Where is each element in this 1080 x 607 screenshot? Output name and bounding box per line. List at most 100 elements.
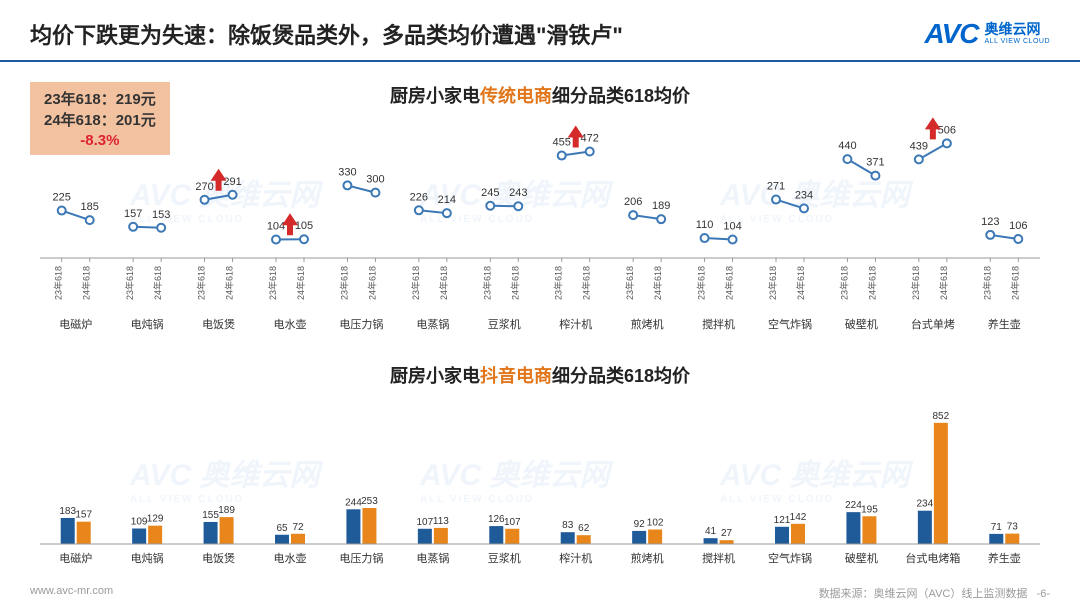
- svg-text:24年618: 24年618: [81, 266, 92, 300]
- svg-text:破壁机: 破壁机: [845, 551, 878, 565]
- svg-text:搅拌机: 搅拌机: [702, 317, 735, 331]
- chart2-svg: 183157电磁炉109129电炖锅155189电饭煲6572电水壶244253…: [30, 388, 1050, 588]
- svg-text:电水壶: 电水壶: [274, 551, 307, 565]
- svg-text:245: 245: [481, 187, 499, 199]
- svg-text:109: 109: [131, 516, 148, 527]
- chart1-title: 厨房小家电传统电商细分品类618均价: [30, 82, 1050, 108]
- svg-text:24年618: 24年618: [366, 266, 377, 300]
- svg-text:煎烤机: 煎烤机: [631, 551, 664, 565]
- brand-logo: AVC 奥维云网 ALL VIEW CLOUD: [924, 18, 1050, 50]
- svg-text:23年618: 23年618: [196, 266, 207, 300]
- svg-text:23年618: 23年618: [410, 266, 421, 300]
- svg-text:224: 224: [845, 500, 862, 511]
- svg-text:23年618: 23年618: [124, 266, 135, 300]
- page-title: 均价下跌更为失速：除饭煲品类外，多品类均价遭遇"滑铁卢": [30, 18, 623, 50]
- chart1-svg: 225 185 23年618 24年618 电磁炉 157 153 23年618 24年618 电…: [30, 112, 1050, 362]
- svg-text:371: 371: [866, 157, 884, 169]
- svg-text:157: 157: [75, 510, 92, 521]
- svg-text:电压力锅: 电压力锅: [339, 552, 383, 565]
- svg-text:榨汁机: 榨汁机: [559, 551, 592, 565]
- svg-text:电炖锅: 电炖锅: [131, 552, 164, 565]
- svg-text:电炖锅: 电炖锅: [131, 318, 164, 331]
- svg-text:24年618: 24年618: [224, 266, 235, 300]
- svg-text:24年618: 24年618: [509, 266, 520, 300]
- chart1-title-post: 细分品类618均价: [552, 86, 690, 106]
- svg-text:330: 330: [338, 166, 356, 178]
- svg-text:破壁机: 破壁机: [845, 317, 878, 331]
- svg-text:搅拌机: 搅拌机: [702, 551, 735, 565]
- svg-text:439: 439: [910, 140, 928, 152]
- svg-text:253: 253: [361, 496, 378, 507]
- chart2-title-accent: 抖音电商: [480, 366, 552, 386]
- svg-text:271: 271: [767, 181, 785, 193]
- svg-text:244: 244: [345, 497, 362, 508]
- svg-text:225: 225: [53, 192, 71, 204]
- svg-text:台式电烤箱: 台式电烤箱: [905, 551, 960, 565]
- svg-text:24年618: 24年618: [866, 266, 877, 300]
- svg-text:24年618: 24年618: [295, 266, 306, 300]
- svg-text:157: 157: [124, 208, 142, 220]
- svg-text:206: 206: [624, 196, 642, 208]
- svg-text:电磁炉: 电磁炉: [59, 318, 92, 331]
- chart-douyin: 厨房小家电抖音电商细分品类618均价 183157电磁炉109129电炖锅155…: [30, 362, 1050, 593]
- svg-text:23年618: 23年618: [267, 266, 278, 300]
- svg-text:24年618: 24年618: [724, 266, 735, 300]
- svg-text:852: 852: [933, 411, 950, 422]
- svg-text:23年618: 23年618: [767, 266, 778, 300]
- svg-text:23年618: 23年618: [338, 266, 349, 300]
- svg-text:养生壶: 养生壶: [988, 317, 1021, 331]
- svg-text:电饭煲: 电饭煲: [202, 552, 235, 565]
- svg-text:472: 472: [581, 132, 599, 144]
- svg-text:506: 506: [938, 124, 956, 136]
- svg-text:23年618: 23年618: [981, 266, 992, 300]
- svg-text:电饭煲: 电饭煲: [202, 318, 235, 331]
- svg-text:106: 106: [1009, 220, 1027, 232]
- svg-text:电水壶: 电水壶: [274, 317, 307, 331]
- svg-text:104: 104: [267, 220, 285, 232]
- svg-text:291: 291: [223, 176, 241, 188]
- svg-text:234: 234: [917, 499, 934, 510]
- svg-text:豆浆机: 豆浆机: [488, 551, 521, 565]
- svg-text:214: 214: [438, 194, 456, 206]
- svg-text:189: 189: [218, 505, 235, 516]
- svg-text:榨汁机: 榨汁机: [559, 317, 592, 331]
- svg-text:104: 104: [723, 220, 741, 232]
- svg-text:243: 243: [509, 187, 527, 199]
- svg-text:71: 71: [991, 522, 1003, 533]
- svg-text:185: 185: [81, 201, 99, 213]
- svg-text:92: 92: [634, 519, 646, 530]
- svg-text:234: 234: [795, 189, 813, 201]
- svg-text:24年618: 24年618: [438, 266, 449, 300]
- svg-text:24年618: 24年618: [1009, 266, 1020, 300]
- svg-text:270: 270: [195, 181, 213, 193]
- svg-text:72: 72: [292, 522, 304, 533]
- svg-text:23年618: 23年618: [624, 266, 635, 300]
- svg-text:102: 102: [647, 517, 664, 528]
- svg-text:153: 153: [152, 209, 170, 221]
- chart2-title-pre: 厨房小家电: [390, 366, 480, 386]
- svg-text:440: 440: [838, 140, 856, 152]
- chart2-title-post: 细分品类618均价: [552, 366, 690, 386]
- svg-text:台式单烤: 台式单烤: [911, 317, 955, 331]
- footer-url: www.avc-mr.com: [30, 585, 113, 601]
- svg-text:煎烤机: 煎烤机: [631, 317, 664, 331]
- svg-text:195: 195: [861, 504, 878, 515]
- svg-text:豆浆机: 豆浆机: [488, 317, 521, 331]
- svg-text:24年618: 24年618: [152, 266, 163, 300]
- svg-text:142: 142: [790, 512, 807, 523]
- svg-text:电蒸锅: 电蒸锅: [416, 552, 449, 565]
- svg-text:24年618: 24年618: [581, 266, 592, 300]
- svg-text:73: 73: [1007, 522, 1019, 533]
- svg-text:300: 300: [366, 174, 384, 186]
- logo-mark: AVC: [924, 18, 978, 50]
- svg-text:27: 27: [721, 528, 733, 539]
- svg-text:41: 41: [705, 526, 717, 537]
- svg-text:107: 107: [504, 517, 521, 528]
- svg-text:养生壶: 养生壶: [988, 551, 1021, 565]
- page-header: 均价下跌更为失速：除饭煲品类外，多品类均价遭遇"滑铁卢" AVC 奥维云网 AL…: [0, 0, 1080, 62]
- svg-text:23年618: 23年618: [910, 266, 921, 300]
- svg-text:105: 105: [295, 220, 313, 232]
- svg-text:电蒸锅: 电蒸锅: [416, 318, 449, 331]
- footer-source: 数据来源：奥维云网（AVC）线上监测数据: [819, 588, 1028, 600]
- svg-text:62: 62: [578, 523, 590, 534]
